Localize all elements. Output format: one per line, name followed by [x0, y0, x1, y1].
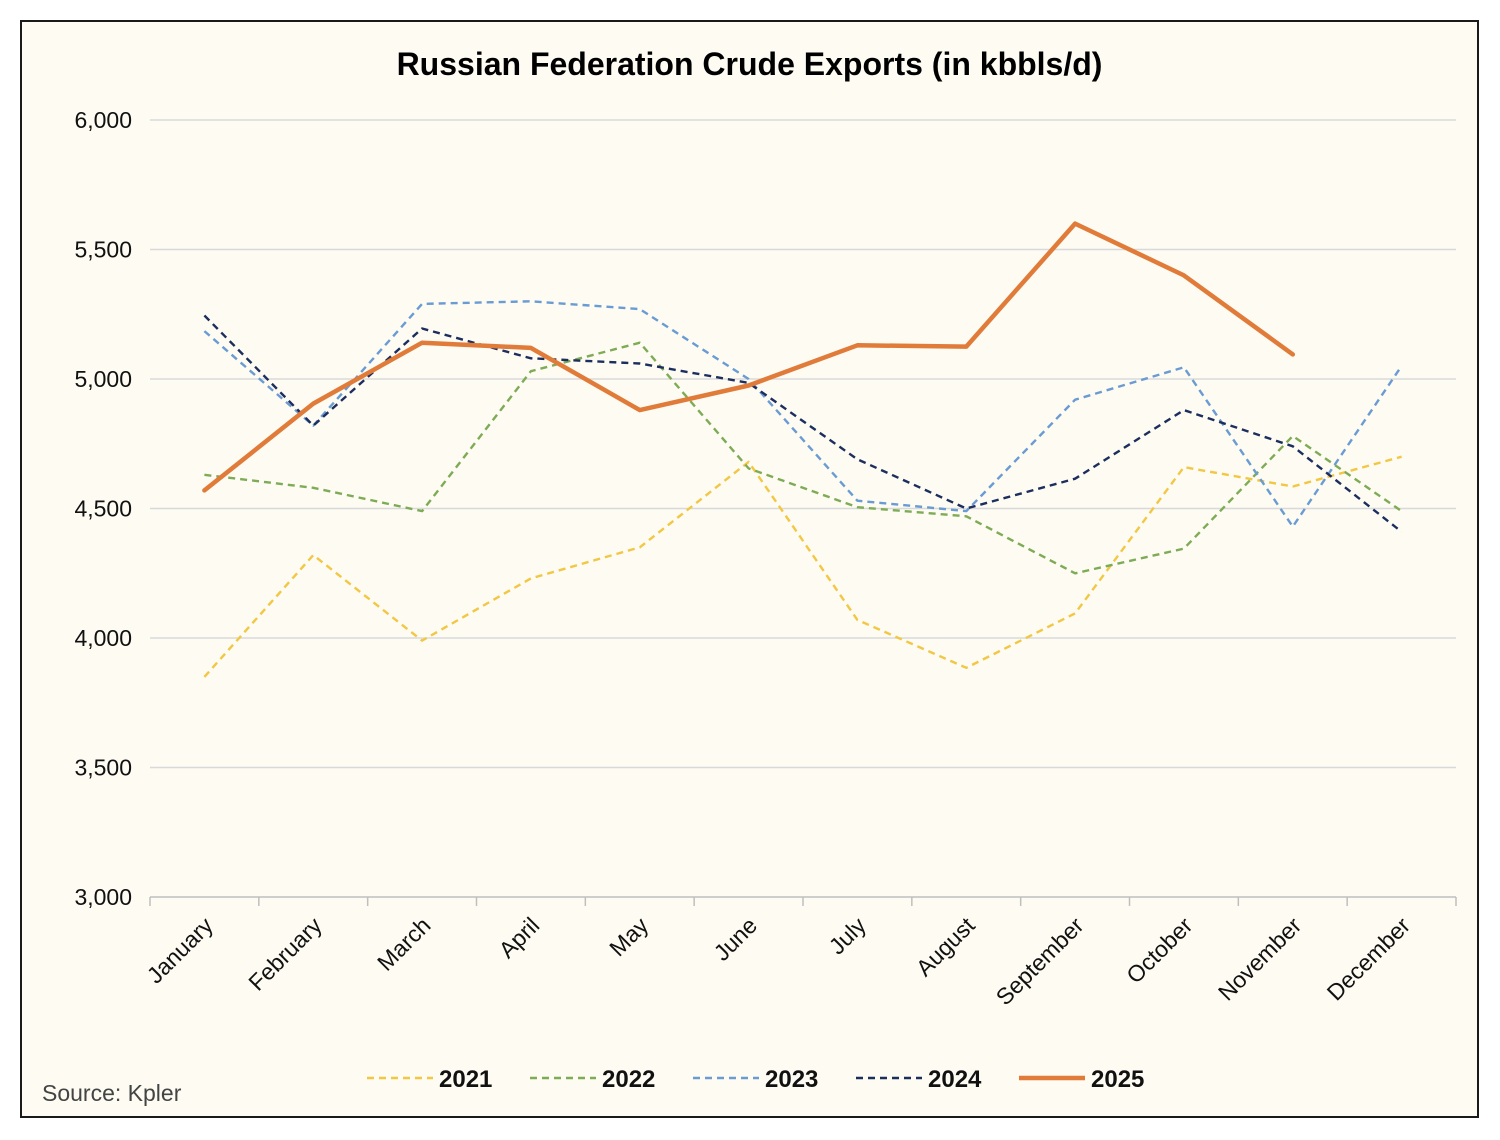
x-tick-label: September [991, 912, 1089, 1010]
x-tick-label: December [1322, 912, 1416, 1006]
series-line-2024 [203, 314, 1403, 533]
legend-label-2021: 2021 [439, 1066, 492, 1093]
gridlines [150, 119, 1456, 769]
source-note: Source: Kpler [42, 1080, 182, 1106]
legend-label-2022: 2022 [602, 1066, 655, 1093]
axes: 3,000 3,500 4,000 4,500 5,000 5,500 6,000 Janua… [74, 107, 1457, 1010]
y-tick-label: 5,000 [74, 366, 132, 392]
chart-canvas: 3,000 3,500 4,000 4,500 5,000 5,500 6,000 Janua… [74, 107, 1457, 1093]
y-tick-label: 3,000 [74, 884, 132, 910]
series-lines [202, 221, 1403, 678]
x-tick-label: February [243, 912, 327, 996]
x-tick-label: June [708, 912, 762, 966]
x-tick-label: April [494, 912, 545, 963]
y-tick-label: 4,000 [74, 625, 132, 651]
x-tick-label: March [372, 912, 436, 976]
x-tick-label: November [1213, 912, 1307, 1006]
y-tick-label: 3,500 [74, 755, 132, 781]
series-line-2023 [203, 300, 1403, 528]
x-tick-label: July [824, 912, 872, 960]
legend: 2021 2022 2023 2024 2025 [367, 1066, 1144, 1093]
legend-label-2024: 2024 [928, 1066, 982, 1093]
y-tick-label: 4,500 [74, 496, 132, 522]
y-tick-label: 5,500 [74, 237, 132, 263]
x-tick-label: May [604, 912, 653, 961]
series-line-2021 [203, 455, 1402, 678]
x-tick-label: October [1121, 912, 1197, 988]
series-line-2025 [202, 221, 1296, 493]
series-line-2022 [204, 341, 1403, 575]
x-tick-label: August [911, 912, 980, 981]
chart-frame: Russian Federation Crude Exports (in kbb… [20, 20, 1479, 1118]
y-tick-label: 6,000 [74, 107, 132, 133]
legend-label-2025: 2025 [1091, 1066, 1144, 1093]
legend-label-2023: 2023 [765, 1066, 818, 1093]
chart-title: Russian Federation Crude Exports (in kbb… [396, 46, 1103, 82]
x-tick-label: January [142, 912, 219, 989]
